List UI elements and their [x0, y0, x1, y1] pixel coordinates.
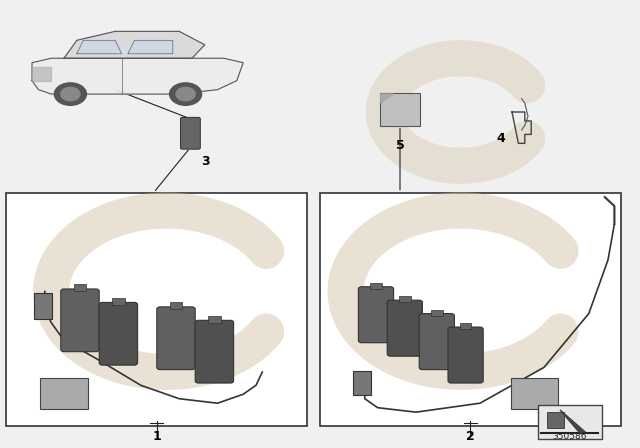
- FancyBboxPatch shape: [358, 287, 394, 343]
- FancyBboxPatch shape: [511, 378, 558, 409]
- Circle shape: [61, 87, 80, 101]
- Text: 4: 4: [497, 132, 506, 146]
- FancyBboxPatch shape: [547, 412, 564, 428]
- Polygon shape: [560, 410, 586, 432]
- FancyBboxPatch shape: [208, 315, 221, 323]
- Text: 3: 3: [202, 155, 210, 168]
- FancyBboxPatch shape: [387, 300, 422, 356]
- Polygon shape: [32, 67, 51, 81]
- Text: 350586: 350586: [552, 432, 587, 441]
- FancyBboxPatch shape: [157, 307, 195, 370]
- Text: 1: 1: [152, 430, 161, 443]
- FancyBboxPatch shape: [6, 193, 307, 426]
- FancyBboxPatch shape: [99, 302, 138, 365]
- Polygon shape: [64, 31, 205, 58]
- FancyBboxPatch shape: [431, 310, 443, 316]
- FancyBboxPatch shape: [61, 289, 99, 352]
- FancyBboxPatch shape: [40, 378, 88, 409]
- FancyBboxPatch shape: [180, 117, 200, 149]
- FancyBboxPatch shape: [353, 371, 371, 395]
- FancyBboxPatch shape: [399, 296, 411, 302]
- FancyBboxPatch shape: [320, 193, 621, 426]
- FancyBboxPatch shape: [460, 323, 471, 329]
- Polygon shape: [381, 94, 394, 103]
- FancyBboxPatch shape: [370, 283, 381, 289]
- Text: 2: 2: [466, 430, 475, 443]
- Circle shape: [176, 87, 195, 101]
- FancyBboxPatch shape: [170, 302, 182, 309]
- Circle shape: [170, 83, 202, 105]
- FancyBboxPatch shape: [112, 297, 125, 305]
- Polygon shape: [128, 40, 173, 54]
- FancyBboxPatch shape: [74, 284, 86, 291]
- Text: 5: 5: [396, 139, 404, 152]
- Polygon shape: [77, 40, 122, 54]
- Circle shape: [54, 83, 86, 105]
- FancyBboxPatch shape: [538, 405, 602, 439]
- Polygon shape: [32, 58, 243, 94]
- FancyBboxPatch shape: [380, 93, 420, 126]
- FancyBboxPatch shape: [34, 293, 52, 319]
- FancyBboxPatch shape: [448, 327, 483, 383]
- FancyBboxPatch shape: [419, 314, 454, 370]
- FancyBboxPatch shape: [6, 9, 634, 197]
- FancyBboxPatch shape: [195, 320, 234, 383]
